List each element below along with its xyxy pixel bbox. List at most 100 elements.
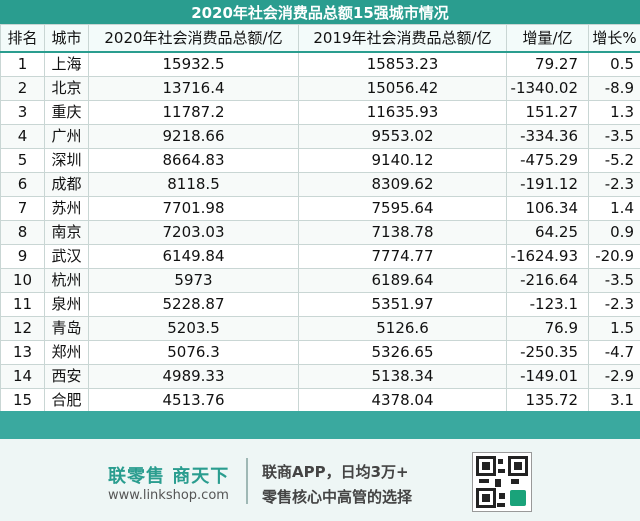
growth-cell: -2.3: [588, 172, 640, 197]
city-cell: 郑州: [44, 340, 89, 365]
growth-cell: 0.9: [588, 220, 640, 245]
rank-cell: 2: [0, 76, 45, 101]
increase-cell: 76.9: [506, 316, 589, 341]
total-2019-cell: 8309.62: [298, 172, 507, 197]
increase-cell: 151.27: [506, 100, 589, 125]
table-row: 1 上海 15932.5 15853.23 79.27 0.5: [0, 51, 640, 77]
increase-cell: -123.1: [506, 292, 589, 317]
footer-band: [0, 411, 640, 439]
total-2020-cell: 5228.87: [88, 292, 299, 317]
total-2019-cell: 6189.64: [298, 268, 507, 293]
growth-cell: -3.5: [588, 268, 640, 293]
rank-cell: 13: [0, 340, 45, 365]
header-city: 城市: [44, 24, 89, 53]
total-2019-cell: 11635.93: [298, 100, 507, 125]
growth-cell: -5.2: [588, 148, 640, 173]
increase-cell: -250.35: [506, 340, 589, 365]
increase-cell: 64.25: [506, 220, 589, 245]
footer: [0, 439, 640, 521]
city-cell: 广州: [44, 124, 89, 149]
increase-cell: -1340.02: [506, 76, 589, 101]
growth-cell: -4.7: [588, 340, 640, 365]
city-cell: 武汉: [44, 244, 89, 269]
growth-cell: 1.3: [588, 100, 640, 125]
table-row: 3 重庆 11787.2 11635.93 151.27 1.3: [0, 100, 640, 125]
total-2020-cell: 8118.5: [88, 172, 299, 197]
rank-cell: 9: [0, 244, 45, 269]
increase-cell: -1624.93: [506, 244, 589, 269]
header-row: 排名 城市 2020年社会消费品总额/亿 2019年社会消费品总额/亿 增量/亿…: [0, 24, 640, 53]
header-increase: 增量/亿: [506, 24, 589, 53]
rank-cell: 8: [0, 220, 45, 245]
total-2019-cell: 5351.97: [298, 292, 507, 317]
header-total-2019: 2019年社会消费品总额/亿: [298, 24, 507, 53]
growth-cell: 0.5: [588, 51, 640, 77]
city-cell: 重庆: [44, 100, 89, 125]
rank-cell: 15: [0, 388, 45, 413]
table-row: 8 南京 7203.03 7138.78 64.25 0.9: [0, 220, 640, 245]
city-cell: 南京: [44, 220, 89, 245]
table-row: 6 成都 8118.5 8309.62 -191.12 -2.3: [0, 172, 640, 197]
total-2020-cell: 5203.5: [88, 316, 299, 341]
rank-cell: 1: [0, 51, 45, 77]
brand-slogan: 联零售 商天下: [108, 466, 230, 487]
increase-cell: -216.64: [506, 268, 589, 293]
growth-cell: 3.1: [588, 388, 640, 413]
city-cell: 北京: [44, 76, 89, 101]
city-cell: 杭州: [44, 268, 89, 293]
table-title: 2020年社会消费品总额15强城市情况: [0, 0, 640, 24]
qr-code-icon: [472, 452, 532, 512]
total-2020-cell: 13716.4: [88, 76, 299, 101]
total-2019-cell: 7138.78: [298, 220, 507, 245]
total-2020-cell: 7203.03: [88, 220, 299, 245]
city-cell: 泉州: [44, 292, 89, 317]
total-2020-cell: 4989.33: [88, 364, 299, 389]
table-row: 13 郑州 5076.3 5326.65 -250.35 -4.7: [0, 340, 640, 365]
growth-cell: -2.9: [588, 364, 640, 389]
rank-cell: 10: [0, 268, 45, 293]
total-2019-cell: 5326.65: [298, 340, 507, 365]
growth-cell: 1.5: [588, 316, 640, 341]
total-2020-cell: 7701.98: [88, 196, 299, 221]
increase-cell: -191.12: [506, 172, 589, 197]
header-total-2020: 2020年社会消费品总额/亿: [88, 24, 299, 53]
growth-cell: -8.9: [588, 76, 640, 101]
table-row: 4 广州 9218.66 9553.02 -334.36 -3.5: [0, 124, 640, 149]
table-row: 14 西安 4989.33 5138.34 -149.01 -2.9: [0, 364, 640, 389]
table-row: 7 苏州 7701.98 7595.64 106.34 1.4: [0, 196, 640, 221]
rank-cell: 12: [0, 316, 45, 341]
site-url: www.linkshop.com: [108, 488, 229, 503]
total-2020-cell: 8664.83: [88, 148, 299, 173]
total-2020-cell: 4513.76: [88, 388, 299, 413]
rank-cell: 11: [0, 292, 45, 317]
table-row: 12 青岛 5203.5 5126.6 76.9 1.5: [0, 316, 640, 341]
total-2019-cell: 9553.02: [298, 124, 507, 149]
rank-cell: 6: [0, 172, 45, 197]
app-slogan-line2: 零售核心中高管的选择: [262, 488, 413, 506]
table-row: 9 武汉 6149.84 7774.77 -1624.93 -20.9: [0, 244, 640, 269]
growth-cell: -2.3: [588, 292, 640, 317]
rank-cell: 3: [0, 100, 45, 125]
table-row: 10 杭州 5973 6189.64 -216.64 -3.5: [0, 268, 640, 293]
rank-cell: 7: [0, 196, 45, 221]
city-cell: 合肥: [44, 388, 89, 413]
growth-cell: -3.5: [588, 124, 640, 149]
total-2019-cell: 4378.04: [298, 388, 507, 413]
increase-cell: -475.29: [506, 148, 589, 173]
total-2019-cell: 15056.42: [298, 76, 507, 101]
table-row: 15 合肥 4513.76 4378.04 135.72 3.1: [0, 388, 640, 413]
total-2020-cell: 5076.3: [88, 340, 299, 365]
total-2019-cell: 7595.64: [298, 196, 507, 221]
total-2020-cell: 11787.2: [88, 100, 299, 125]
growth-cell: 1.4: [588, 196, 640, 221]
rank-cell: 5: [0, 148, 45, 173]
total-2020-cell: 6149.84: [88, 244, 299, 269]
increase-cell: -149.01: [506, 364, 589, 389]
city-cell: 成都: [44, 172, 89, 197]
rank-cell: 14: [0, 364, 45, 389]
table-row: 2 北京 13716.4 15056.42 -1340.02 -8.9: [0, 76, 640, 101]
app-slogan-line1: 联商APP，日均3万+: [262, 463, 409, 481]
total-2019-cell: 5126.6: [298, 316, 507, 341]
total-2019-cell: 9140.12: [298, 148, 507, 173]
